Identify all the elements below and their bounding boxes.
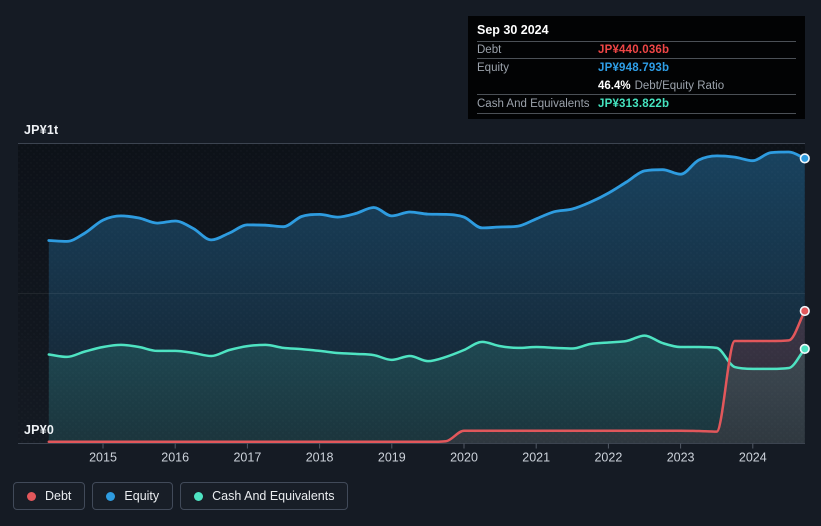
x-axis-year-label: 2023 bbox=[667, 451, 695, 465]
tooltip-cash-value: JP¥313.822b bbox=[598, 98, 670, 110]
tooltip-equity-label: Equity bbox=[477, 62, 509, 74]
cash-legend-dot bbox=[194, 491, 204, 501]
y-axis-label-0: JP¥0 bbox=[24, 423, 54, 437]
debt-legend-label: Debt bbox=[45, 489, 72, 503]
equity-legend-dot bbox=[106, 491, 116, 501]
equity-endpoint-marker[interactable] bbox=[799, 153, 810, 164]
x-axis-ticks bbox=[102, 443, 754, 449]
tooltip-date: Sep 30 2024 bbox=[477, 23, 549, 37]
x-axis-year-label: 2017 bbox=[233, 451, 261, 465]
chart-canvas[interactable]: 2015 2016 2017 2018 2019 2020 2021 2022 2023 2024 bbox=[0, 0, 821, 478]
x-axis-year-label: 2020 bbox=[450, 451, 478, 465]
tooltip-debt-value: JP¥440.036b bbox=[598, 44, 670, 56]
cash-line bbox=[47, 334, 807, 371]
tooltip-row-cash: Cash And Equivalents JP¥313.822b bbox=[477, 94, 796, 114]
chart-legend: Debt Equity Cash And Equivalents bbox=[13, 482, 349, 510]
debt-area bbox=[48, 311, 805, 443]
debt-line bbox=[47, 309, 807, 444]
tooltip-ratio-label: Debt/Equity Ratio bbox=[634, 79, 725, 92]
cash-legend-label: Cash And Equivalents bbox=[212, 489, 335, 503]
x-axis-year-label: 2016 bbox=[161, 451, 189, 465]
equity-line bbox=[47, 150, 807, 243]
tooltip-ratio-value: 46.4% bbox=[598, 79, 631, 92]
tooltip-row-ratio: 46.4% Debt/Equity Ratio bbox=[477, 77, 796, 94]
tooltip-equity-value: JP¥948.793b bbox=[598, 62, 670, 74]
cash-endpoint-marker[interactable] bbox=[799, 343, 810, 354]
tooltip-debt-label: Debt bbox=[477, 44, 502, 56]
cash-area bbox=[48, 335, 805, 443]
x-axis-year-label: 2018 bbox=[306, 451, 334, 465]
legend-item-cash[interactable]: Cash And Equivalents bbox=[180, 482, 349, 510]
x-axis-year-label: 2021 bbox=[522, 451, 550, 465]
debt-endpoint-marker[interactable] bbox=[799, 305, 810, 317]
tooltip-row-debt: Debt JP¥440.036b bbox=[477, 41, 796, 58]
equity-legend-label: Equity bbox=[124, 489, 160, 503]
x-axis-year-label: 2015 bbox=[89, 451, 117, 465]
legend-item-debt[interactable]: Debt bbox=[13, 482, 86, 510]
x-axis-year-label: 2022 bbox=[594, 451, 622, 465]
debt-legend-dot bbox=[27, 491, 36, 501]
legend-item-equity[interactable]: Equity bbox=[92, 482, 174, 510]
tooltip-row-equity: Equity JP¥948.793b bbox=[477, 58, 796, 77]
x-axis-year-label: 2019 bbox=[378, 451, 406, 465]
y-axis-label-1t: JP¥1t bbox=[24, 123, 59, 137]
tooltip-cash-label: Cash And Equivalents bbox=[477, 98, 590, 110]
chart-tooltip: Sep 30 2024 Debt JP¥440.036b Equity JP¥9… bbox=[468, 16, 805, 119]
x-axis-labels: 2015 2016 2017 2018 2019 2020 2021 2022 2023 2024 bbox=[89, 451, 767, 465]
x-axis-year-label: 2024 bbox=[739, 451, 767, 465]
